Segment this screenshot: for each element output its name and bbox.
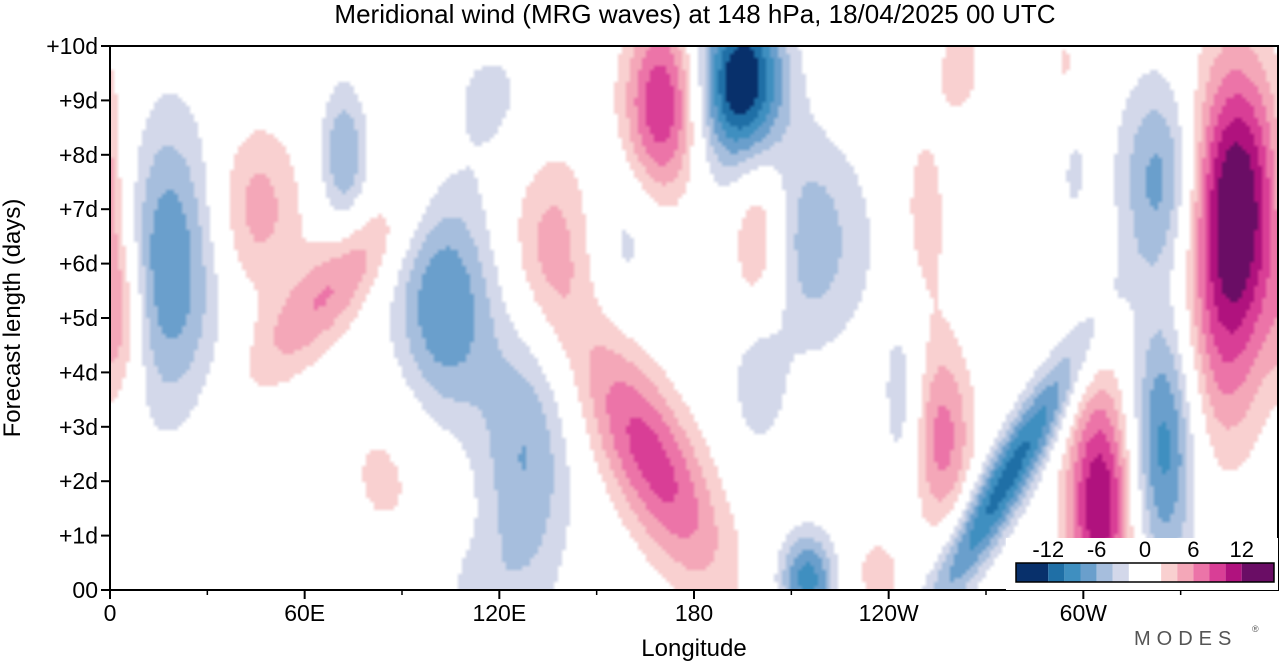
y-tick-label: +8d: [59, 142, 98, 168]
y-tick-label: +4d: [59, 359, 98, 385]
y-tick-label: +1d: [59, 523, 98, 549]
watermark-text: MODES: [1134, 628, 1237, 650]
colorbar-cell: [1241, 563, 1274, 582]
colorbar-cell: [1128, 563, 1162, 582]
y-tick-label: +10d: [46, 33, 98, 59]
x-axis-ticks: 0 60E 120E 180 120W 60W: [104, 590, 1182, 626]
heatmap-field: [110, 46, 1278, 590]
colorbar-label: 6: [1187, 537, 1199, 562]
y-tick-label: +2d: [59, 468, 98, 494]
y-tick-label: +7d: [59, 196, 98, 222]
colorbar-cell: [1225, 563, 1242, 582]
watermark-registered-mark: ®: [1252, 624, 1259, 634]
colorbar-label: 0: [1139, 537, 1151, 562]
x-tick-label: 120E: [472, 600, 526, 626]
colorbar-cell: [1161, 563, 1178, 582]
colorbar-label: -6: [1087, 537, 1107, 562]
colorbar-cell: [1193, 563, 1210, 582]
y-axis-label: Forecast length (days): [0, 199, 26, 438]
colorbar-cell: [1209, 563, 1226, 582]
colorbar-cell: [1048, 563, 1065, 582]
colorbar-cell: [1112, 563, 1129, 582]
plot-area: [109, 45, 1279, 591]
colorbar-cell: [1064, 563, 1081, 582]
y-tick-label: +9d: [59, 87, 98, 113]
x-tick-label: 120W: [859, 600, 919, 626]
chart-title: Meridional wind (MRG waves) at 148 hPa, …: [334, 0, 1055, 29]
x-axis-label: Longitude: [641, 635, 746, 662]
colorbar: -12 -6 0 6 12: [1006, 537, 1278, 590]
colorbar-cell: [1016, 563, 1049, 582]
colorbar-label: -12: [1032, 537, 1064, 562]
y-tick-label: 00: [72, 577, 98, 603]
x-tick-label: 180: [675, 600, 713, 626]
y-tick-label: +6d: [59, 251, 98, 277]
x-tick-label: 0: [104, 600, 117, 626]
x-tick-label: 60E: [284, 600, 325, 626]
y-tick-label: +3d: [59, 414, 98, 440]
y-axis-ticks: 00 +1d +2d +3d +4d +5d +6d +7d +8d +9d +10d: [46, 33, 110, 603]
colorbar-frame: [1015, 562, 1275, 583]
colorbar-cell: [1096, 563, 1113, 582]
colorbar-cell: [1177, 563, 1194, 582]
colorbar-label: 12: [1230, 537, 1254, 562]
watermark: MODES ®: [1134, 624, 1259, 650]
y-tick-label: +5d: [59, 305, 98, 331]
colorbar-cell: [1080, 563, 1097, 582]
x-tick-label: 60W: [1060, 600, 1108, 626]
